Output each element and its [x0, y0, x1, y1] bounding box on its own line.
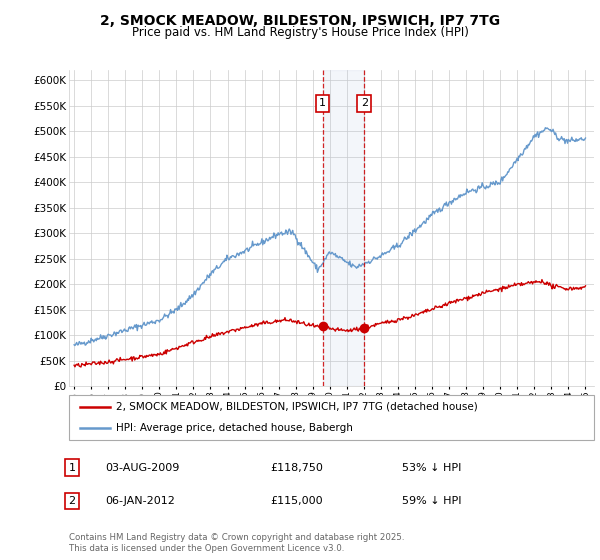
Text: £118,750: £118,750: [270, 463, 323, 473]
Text: 2: 2: [68, 496, 76, 506]
Bar: [323, 70, 364, 386]
Text: 03-AUG-2009: 03-AUG-2009: [105, 463, 179, 473]
Text: 2: 2: [361, 98, 368, 108]
Text: 1: 1: [68, 463, 76, 473]
Text: 2, SMOCK MEADOW, BILDESTON, IPSWICH, IP7 7TG: 2, SMOCK MEADOW, BILDESTON, IPSWICH, IP7…: [100, 14, 500, 28]
Text: Contains HM Land Registry data © Crown copyright and database right 2025.
This d: Contains HM Land Registry data © Crown c…: [69, 533, 404, 553]
Text: HPI: Average price, detached house, Babergh: HPI: Average price, detached house, Babe…: [116, 422, 353, 432]
Text: 06-JAN-2012: 06-JAN-2012: [105, 496, 175, 506]
Text: £115,000: £115,000: [270, 496, 323, 506]
Text: 53% ↓ HPI: 53% ↓ HPI: [402, 463, 461, 473]
Text: Price paid vs. HM Land Registry's House Price Index (HPI): Price paid vs. HM Land Registry's House …: [131, 26, 469, 39]
Text: 59% ↓ HPI: 59% ↓ HPI: [402, 496, 461, 506]
Text: 1: 1: [319, 98, 326, 108]
Text: 2, SMOCK MEADOW, BILDESTON, IPSWICH, IP7 7TG (detached house): 2, SMOCK MEADOW, BILDESTON, IPSWICH, IP7…: [116, 402, 478, 412]
